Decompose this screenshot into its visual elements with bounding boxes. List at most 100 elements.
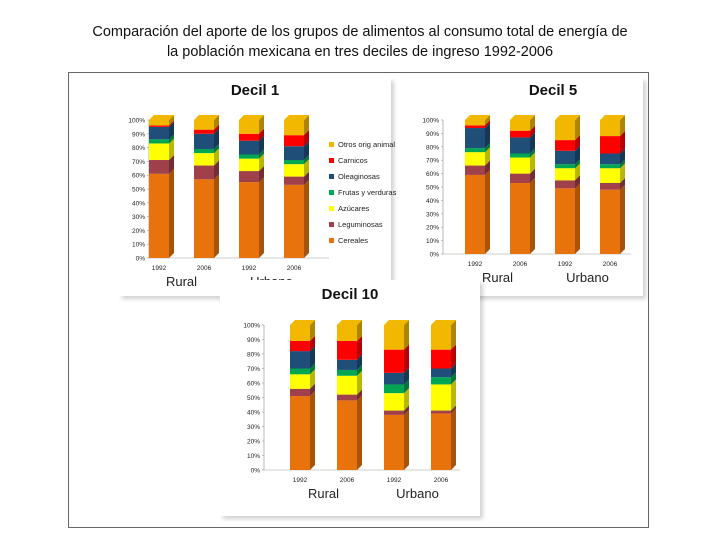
x-tick-label: 1992 [387, 477, 402, 484]
legend-item: Leguminosas [329, 216, 409, 232]
bar-segment-side [404, 409, 409, 470]
bar-segment-top [290, 320, 315, 325]
bar-segment [194, 179, 214, 258]
bar-segment [337, 375, 357, 395]
bar-segment-side [259, 153, 264, 172]
bar-segment-side [169, 168, 174, 258]
group-label: Rural [166, 274, 197, 289]
y-tick-label: 40% [132, 200, 145, 207]
bar-segment [510, 157, 530, 174]
bar-segment-side [357, 354, 362, 370]
y-tick-label: 10% [426, 238, 439, 245]
bar-segment-side [404, 367, 409, 385]
bar-segment [239, 140, 259, 155]
bar-segment-side [620, 177, 625, 190]
y-tick-label: 10% [247, 453, 260, 460]
x-tick-label: 1992 [558, 261, 573, 268]
bar-segment [384, 372, 404, 385]
y-tick-label: 80% [426, 144, 439, 151]
bar-segment-side [620, 148, 625, 165]
bar-segment-side [310, 320, 315, 341]
bar-segment-side [169, 115, 174, 126]
bar-segment [149, 173, 169, 258]
bar-segment [600, 182, 620, 190]
bar-segment [600, 136, 620, 154]
bar-segment-side [169, 134, 174, 144]
page-title-line-1: Comparación del aporte de los grupos de … [92, 24, 628, 40]
legend-item: Azúcares [329, 200, 409, 216]
bar-segment [510, 120, 530, 131]
legend-swatch [329, 141, 334, 147]
bar-segment-side [304, 179, 309, 258]
bar-segment [284, 176, 304, 185]
bar-segment-side [575, 145, 580, 165]
x-tick-label: 2006 [513, 261, 528, 268]
bar-segment-top [384, 320, 409, 325]
legend-swatch [329, 173, 334, 179]
bar-segment [290, 396, 310, 470]
x-tick-label: 2006 [340, 477, 355, 484]
chart-title: Decil 1 [230, 82, 280, 99]
bar-segment [431, 413, 451, 470]
bar-segment [284, 135, 304, 147]
bar-segment-top [510, 115, 535, 120]
bar-segment [149, 143, 169, 161]
bar-segment [510, 153, 530, 158]
y-tick-label: 0% [251, 468, 261, 475]
legend-swatch [329, 221, 334, 227]
bar-segment [337, 394, 357, 401]
y-tick-label: 30% [247, 424, 260, 431]
bar-segment [194, 153, 214, 166]
bar-segment [510, 173, 530, 183]
bar-segment [465, 174, 485, 254]
y-tick-label: 20% [426, 225, 439, 232]
bar-segment [194, 165, 214, 180]
bar-segment [465, 148, 485, 153]
bar-segment-side [404, 320, 409, 350]
bar-segment [465, 152, 485, 166]
legend-swatch [329, 157, 334, 163]
bar-segment-side [259, 115, 264, 134]
bar-segment [510, 182, 530, 254]
bar-segment-side [214, 128, 219, 149]
bar-segment [290, 340, 310, 352]
y-tick-label: 30% [132, 214, 145, 221]
bar-segment-side [530, 132, 535, 154]
legend-label: Cereales [338, 235, 369, 245]
bar-segment-side [357, 370, 362, 395]
bar-segment [337, 340, 357, 360]
bar-segment [431, 349, 451, 369]
bar-segment-side [485, 147, 490, 166]
y-tick-label: 30% [426, 211, 439, 218]
bar-segment-top [600, 115, 625, 120]
bar-segment-side [357, 395, 362, 470]
y-tick-label: 10% [132, 242, 145, 249]
bar-segment-side [304, 115, 309, 136]
bar-segment [555, 120, 575, 141]
y-tick-label: 60% [426, 171, 439, 178]
x-tick-label: 2006 [197, 265, 212, 272]
bar-segment-side [214, 160, 219, 180]
bar-segment [510, 137, 530, 154]
bar-segment [149, 139, 169, 144]
bar-segment [384, 414, 404, 470]
chart-decil-10: 0% 10% 20% 30% 40% 50% 60% 70% 80% 90% 100% 1992 200… [243, 320, 460, 501]
bar-segment-top [555, 115, 580, 120]
bar-segment-side [259, 166, 264, 183]
bar-segment-side [404, 344, 409, 373]
bar-segment [465, 125, 485, 129]
page-title: Comparación del aporte de los grupos de … [20, 22, 700, 62]
bar-segment-side [451, 320, 456, 350]
bar-segment-side [304, 130, 309, 147]
bar-segment [431, 325, 451, 350]
bar-segment-top [465, 115, 490, 120]
bar-segment-side [485, 160, 490, 175]
y-tick-label: 20% [247, 439, 260, 446]
bar-segment [284, 146, 304, 161]
bar-segment-side [530, 148, 535, 158]
bar-segment-side [357, 389, 362, 401]
legend-item: Otros orig animal [329, 136, 409, 152]
bar-segment-side [404, 379, 409, 394]
bar-segment [239, 154, 259, 159]
legend-label: Otros orig animal [338, 139, 396, 149]
